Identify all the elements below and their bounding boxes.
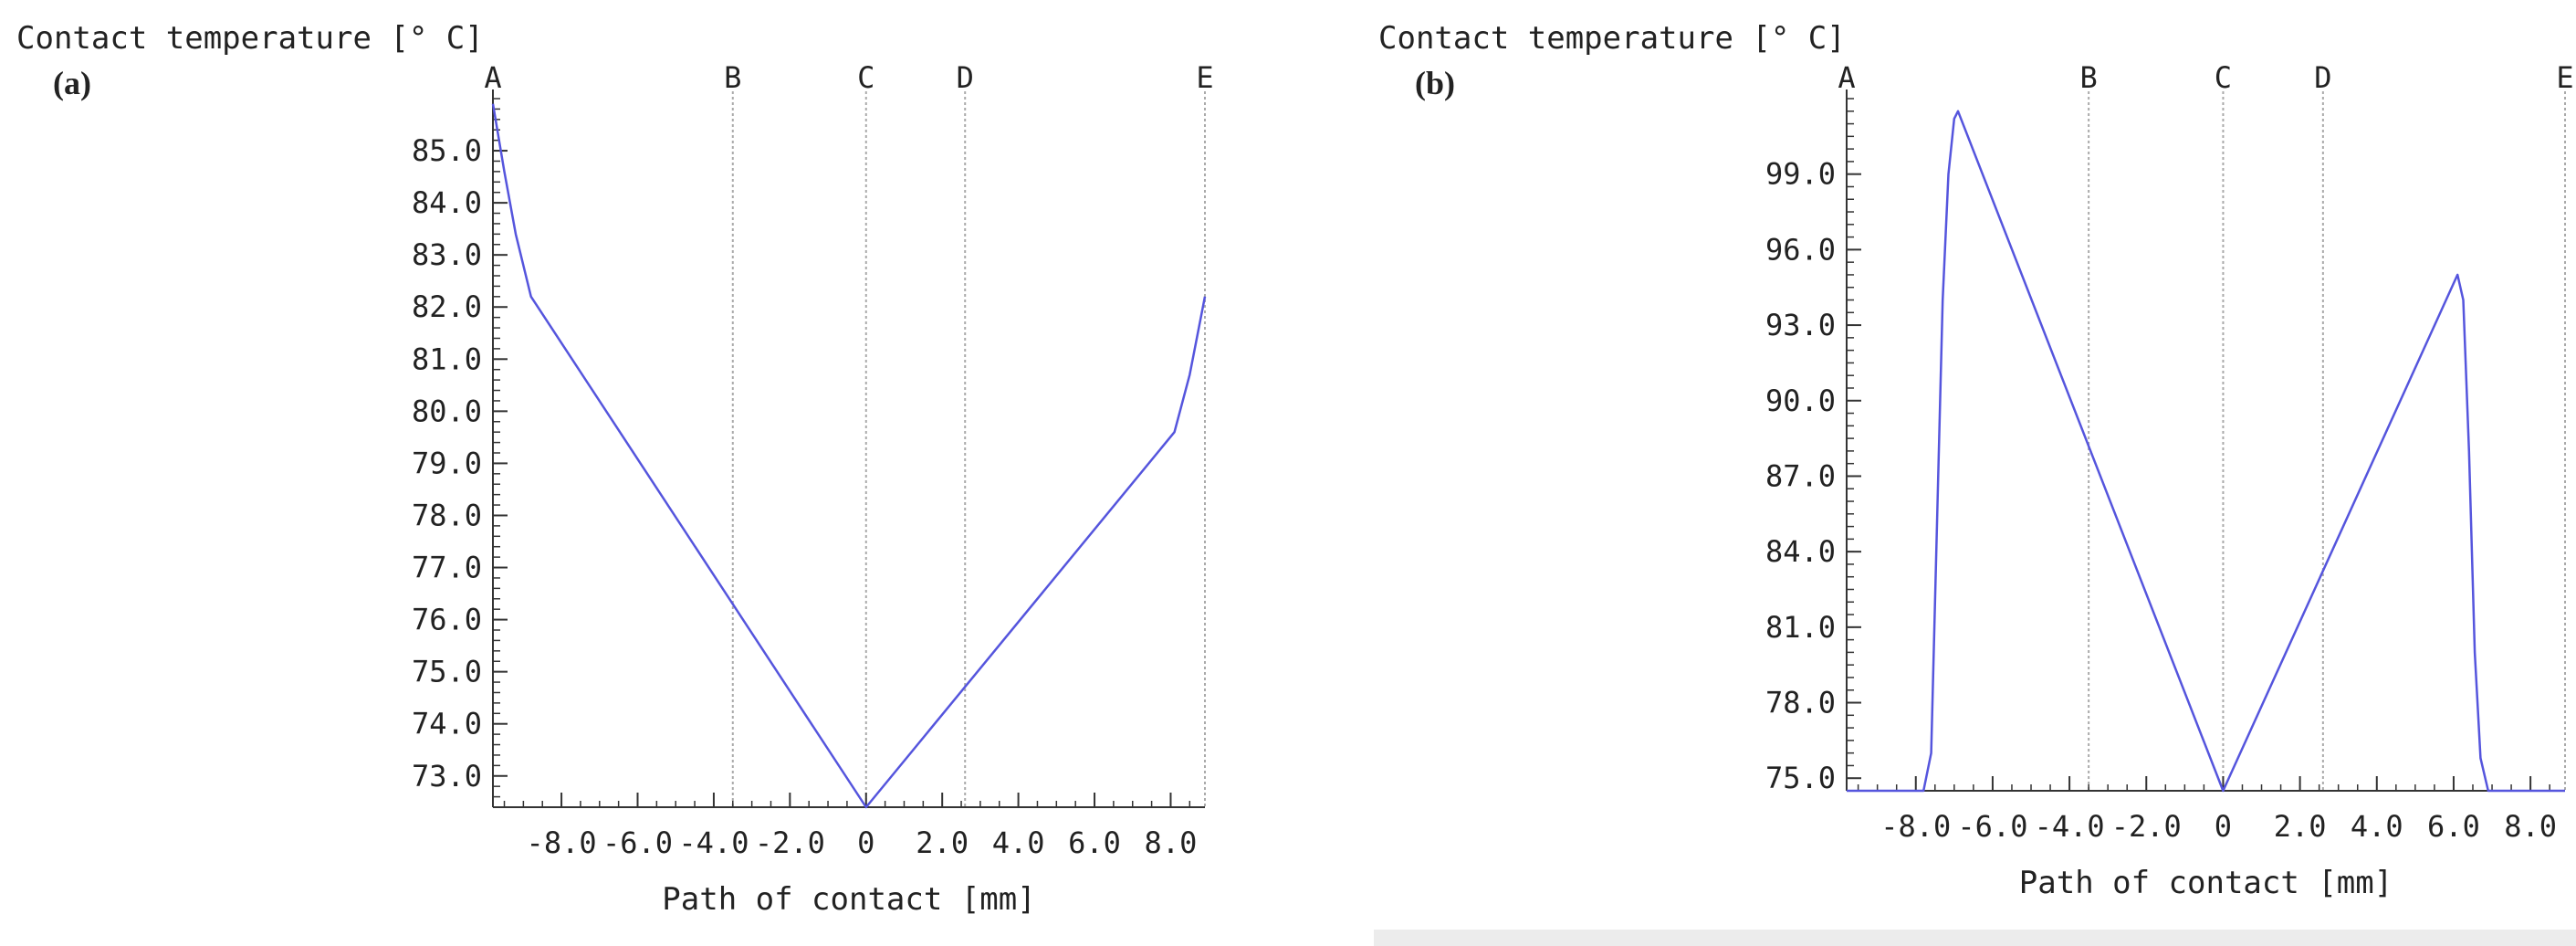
y-tick-label: 82.0 bbox=[412, 289, 482, 324]
chart-panel-b: Contact temperature [° C] (b) A B C D E 75.0 7… bbox=[1374, 0, 2576, 946]
y-tick-label: 87.0 bbox=[1765, 458, 1836, 493]
temperature-series-line bbox=[491, 103, 1207, 809]
x-axis-label: Path of contact [mm] bbox=[2019, 865, 2393, 901]
temperature-series-line bbox=[1847, 110, 2565, 793]
x-tick-label: -6.0 bbox=[1957, 809, 2027, 844]
x-tick-label: -6.0 bbox=[602, 825, 673, 860]
x-tick-label: -4.0 bbox=[2035, 809, 2105, 844]
marker-label-A: A bbox=[484, 60, 501, 95]
x-tick-label: 4.0 bbox=[2351, 809, 2403, 844]
x-axis-label: Path of contact [mm] bbox=[662, 881, 1035, 918]
marker-label-E: E bbox=[1196, 60, 1213, 95]
x-tick-label: -8.0 bbox=[1880, 809, 1951, 844]
x-tick-label: -2.0 bbox=[2111, 809, 2182, 844]
y-tick-label: 90.0 bbox=[1765, 384, 1836, 418]
y-tick-label: 77.0 bbox=[412, 551, 482, 585]
y-tick-label: 76.0 bbox=[412, 603, 482, 637]
y-tick-label: 75.0 bbox=[1765, 761, 1836, 795]
y-tick-label: 74.0 bbox=[412, 707, 482, 741]
y-axis-label: Contact temperature [° C] bbox=[16, 20, 484, 57]
y-tick-label: 84.0 bbox=[1765, 534, 1836, 569]
y-axis-label: Contact temperature [° C] bbox=[1378, 20, 1846, 57]
x-tick-label: -8.0 bbox=[527, 825, 597, 860]
y-tick-label: 93.0 bbox=[1765, 308, 1836, 342]
y-tick-label: 79.0 bbox=[412, 446, 482, 480]
x-tick-label: 8.0 bbox=[1145, 825, 1198, 860]
x-tick-label: 4.0 bbox=[992, 825, 1045, 860]
panel-label: (a) bbox=[53, 65, 91, 101]
marker-label-D: D bbox=[2314, 60, 2331, 95]
y-tick-label: 96.0 bbox=[1765, 232, 1836, 267]
y-tick-label: 81.0 bbox=[412, 342, 482, 376]
temperature-chart-a: A B C D E 73.0 74.0 75.0 76.0 77.0 78.0 79.0 80.0 81.… bbox=[412, 60, 1214, 918]
marker-label-E: E bbox=[2556, 60, 2573, 95]
x-tick-label: 6.0 bbox=[2427, 809, 2480, 844]
x-tick-label: 0 bbox=[2215, 809, 2232, 844]
x-tick-label: 2.0 bbox=[2274, 809, 2327, 844]
x-tick-label: 2.0 bbox=[916, 825, 969, 860]
temperature-chart-b: A B C D E 75.0 78.0 81.0 84.0 87.0 90.0 93.0 96.0 99.… bbox=[1765, 60, 2574, 901]
y-tick-label: 73.0 bbox=[412, 759, 482, 794]
y-tick-label: 81.0 bbox=[1765, 610, 1836, 645]
chart-panel-a: Contact temperature [° C] (a) A B C D E 73.0 7… bbox=[0, 0, 1260, 946]
marker-label-C: C bbox=[857, 60, 874, 95]
y-tick-label: 83.0 bbox=[412, 237, 482, 272]
y-tick-label: 80.0 bbox=[412, 394, 482, 428]
marker-label-D: D bbox=[957, 60, 974, 95]
marker-label-B: B bbox=[2080, 60, 2098, 95]
y-tick-label: 78.0 bbox=[1765, 686, 1836, 720]
marker-label-B: B bbox=[724, 60, 741, 95]
y-tick-label: 78.0 bbox=[412, 498, 482, 532]
marker-label-A: A bbox=[1838, 60, 1855, 95]
x-tick-label: -2.0 bbox=[755, 825, 825, 860]
x-tick-label: -4.0 bbox=[678, 825, 749, 860]
x-tick-label: 8.0 bbox=[2504, 809, 2557, 844]
marker-label-C: C bbox=[2215, 60, 2232, 95]
y-tick-label: 75.0 bbox=[412, 655, 482, 689]
panel-label: (b) bbox=[1415, 65, 1455, 101]
bottom-strip bbox=[1374, 930, 2576, 946]
y-tick-label: 84.0 bbox=[412, 185, 482, 220]
y-tick-label: 85.0 bbox=[412, 133, 482, 168]
x-tick-label: 6.0 bbox=[1068, 825, 1121, 860]
x-tick-label: 0 bbox=[857, 825, 874, 860]
y-tick-label: 99.0 bbox=[1765, 157, 1836, 192]
